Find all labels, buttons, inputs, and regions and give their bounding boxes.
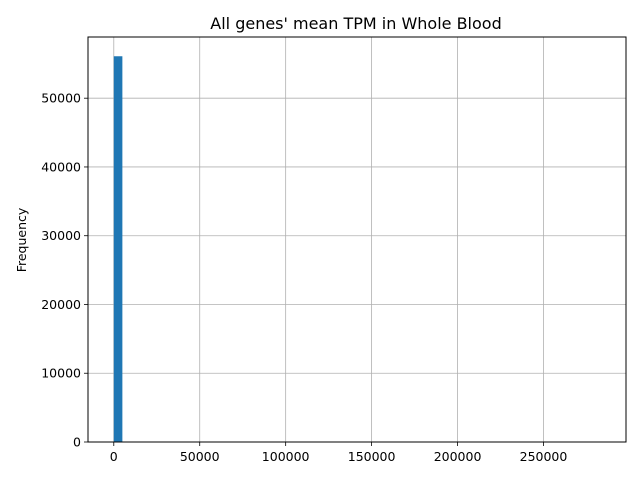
x-tick-label: 150000 xyxy=(348,449,396,464)
y-tick-label: 50000 xyxy=(41,91,81,106)
plot-frame xyxy=(87,36,627,443)
x-axis-ticks: 0 50000 100000 150000 200000 250000 xyxy=(110,442,568,464)
y-axis-label: Frequency xyxy=(14,207,29,272)
y-axis-ticks: 0 10000 20000 30000 40000 50000 xyxy=(41,91,88,450)
y-tick-label: 20000 xyxy=(41,297,81,312)
chart-title: All genes' mean TPM in Whole Blood xyxy=(210,14,501,33)
x-tick-label: 200000 xyxy=(434,449,482,464)
y-tick-label: 30000 xyxy=(41,228,81,243)
y-tick-label: 0 xyxy=(73,435,81,450)
x-tick-label: 50000 xyxy=(180,449,220,464)
x-tick-label: 100000 xyxy=(262,449,310,464)
histogram-bar xyxy=(113,56,123,443)
x-tick-label: 250000 xyxy=(520,449,568,464)
x-tick-label: 0 xyxy=(110,449,118,464)
bars xyxy=(113,56,123,443)
y-tick-label: 40000 xyxy=(41,159,81,174)
y-tick-label: 10000 xyxy=(41,366,81,381)
